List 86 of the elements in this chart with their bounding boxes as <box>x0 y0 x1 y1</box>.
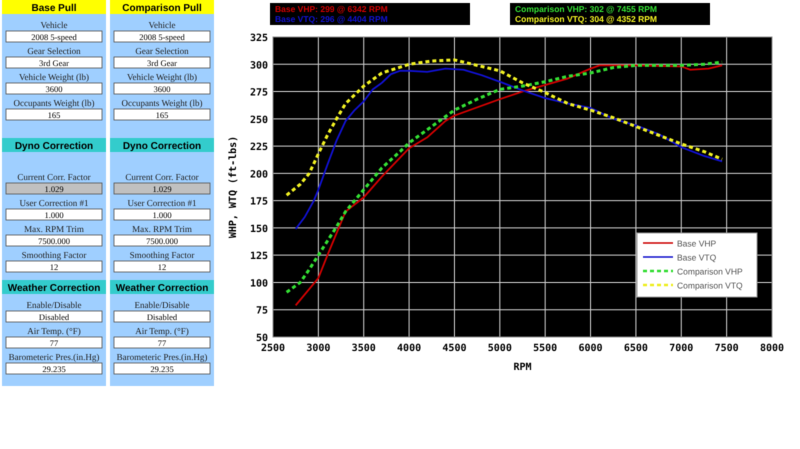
text: Disabled <box>38 312 70 322</box>
text: Vehicle <box>40 20 68 30</box>
text: Gear Selection <box>27 46 82 56</box>
text: Smoothing Factor <box>22 250 86 260</box>
y-tick-label: 300 <box>250 60 268 72</box>
x-tick-label: 6500 <box>624 343 648 354</box>
text: 29.235 <box>42 364 66 374</box>
text: 29.235 <box>150 364 174 374</box>
text: Air Temp. (°F) <box>135 326 189 336</box>
x-tick-label: 3500 <box>352 343 376 354</box>
y-tick-label: 150 <box>250 224 268 235</box>
text: Base VTQ: 296 @ 4404 RPM <box>275 14 388 24</box>
text: Occupants Weight (lb) <box>121 98 203 108</box>
y-tick-label: 325 <box>250 33 268 44</box>
text: 12 <box>158 262 166 272</box>
text: 7500.000 <box>38 236 70 246</box>
text: Dyno Correction <box>122 141 202 152</box>
text: 3600 <box>46 84 62 94</box>
y-tick-label: 200 <box>250 169 268 180</box>
y-tick-label: 75 <box>256 306 268 317</box>
text: Disabled <box>146 312 178 322</box>
y-tick-label: 225 <box>250 142 268 154</box>
text: Max. RPM Trim <box>132 224 192 234</box>
x-tick-label: 7000 <box>669 343 694 354</box>
text: 1.029 <box>44 184 64 194</box>
x-tick-label: 3000 <box>306 343 330 354</box>
line-series <box>285 58 724 197</box>
text: Comparison VTQ: 304 @ 4352 RPM <box>515 14 657 24</box>
text: User Correction #1 <box>20 198 88 208</box>
legend-label: Base VHP <box>677 238 717 248</box>
text: 7500.000 <box>146 236 178 246</box>
text: Base VHP: 299 @ 6342 RPM <box>275 4 388 14</box>
text: Vehicle Weight (lb) <box>126 72 198 82</box>
text: 77 <box>50 338 58 348</box>
y-tick-label: 250 <box>250 114 268 126</box>
text: 2008 5-speed <box>31 32 78 42</box>
x-tick-label: 4000 <box>397 343 422 354</box>
text: Vehicle <box>148 20 176 30</box>
text: Air Temp. (°F) <box>27 326 81 336</box>
text: Barometeric Pres.(in.Hg) <box>8 352 100 362</box>
y-tick-label: 175 <box>250 196 268 208</box>
text: 12 <box>50 262 58 272</box>
legend-label: Comparison VTQ <box>677 280 744 290</box>
x-tick-label: 8000 <box>760 343 784 354</box>
text: Comparison VHP: 302 @ 7455 RPM <box>515 4 657 14</box>
text: Base Pull <box>31 3 77 14</box>
text: 1.029 <box>152 184 172 194</box>
text: Max. RPM Trim <box>24 224 84 234</box>
line-series <box>294 68 723 230</box>
text: 77 <box>158 338 166 348</box>
x-tick-label: 6000 <box>578 343 603 354</box>
y-tick-label: 275 <box>250 88 268 99</box>
y-axis-title: WHP, WTQ (ft-lbs) <box>228 136 239 238</box>
text: 1.000 <box>44 210 64 220</box>
text: Barometeric Pres.(in.Hg) <box>116 352 208 362</box>
x-tick-label: 7500 <box>714 343 739 354</box>
legend-label: Base VTQ <box>677 252 717 262</box>
x-tick-label: 4500 <box>442 343 466 354</box>
text: Occupants Weight (lb) <box>13 98 95 108</box>
text: Vehicle Weight (lb) <box>18 72 90 82</box>
x-tick-label: 5500 <box>533 343 558 354</box>
text: Enable/Disable <box>134 300 190 310</box>
x-axis-title: RPM <box>513 362 532 373</box>
text: Comparison Pull <box>122 3 202 14</box>
text: 3rd Gear <box>39 58 70 68</box>
text: Gear Selection <box>135 46 190 56</box>
y-tick-label: 100 <box>250 278 268 290</box>
text: Weather Correction <box>8 283 100 294</box>
text: Weather Correction <box>116 283 208 294</box>
legend-label: Comparison VHP <box>677 266 743 276</box>
x-tick-label: 2500 <box>260 343 286 354</box>
text: 3rd Gear <box>147 58 178 68</box>
text: 165 <box>156 110 168 120</box>
text: Current Corr. Factor <box>125 172 199 182</box>
text: 1.000 <box>152 210 172 220</box>
text: Current Corr. Factor <box>17 172 91 182</box>
text: Enable/Disable <box>26 300 82 310</box>
text: 2008 5-speed <box>139 32 186 42</box>
text: 3600 <box>154 84 170 94</box>
x-tick-label: 5000 <box>488 343 512 354</box>
text: 165 <box>48 110 60 120</box>
text: User Correction #1 <box>128 198 196 208</box>
y-tick-label: 50 <box>256 333 268 344</box>
y-tick-label: 125 <box>250 251 268 262</box>
text: Dyno Correction <box>14 141 94 152</box>
text: Smoothing Factor <box>130 250 194 260</box>
